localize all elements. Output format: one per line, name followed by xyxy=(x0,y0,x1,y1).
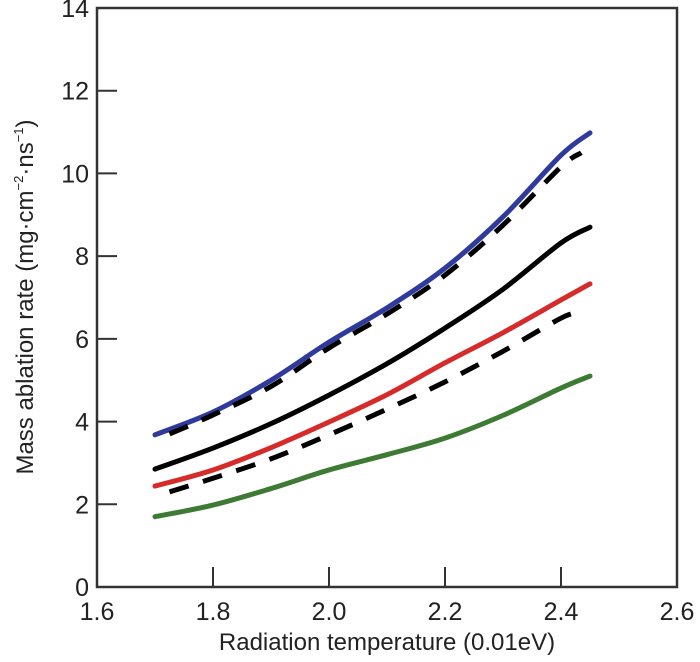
y-tick-label: 6 xyxy=(75,326,89,354)
x-tick-label: 2.6 xyxy=(660,598,695,626)
y-tick-label: 10 xyxy=(61,160,89,188)
y-tick-label: 2 xyxy=(75,491,89,519)
y-axis-title: Mass ablation rate (mg·cm−2·ns−1) xyxy=(11,119,39,474)
x-tick-label: 2.4 xyxy=(544,598,579,626)
y-tick-label: 4 xyxy=(75,409,89,437)
x-axis-title: Radiation temperature (0.01eV) xyxy=(219,629,555,656)
y-axis: 0 2 4 6 8 10 12 14 xyxy=(61,0,117,602)
series-line-red-solid xyxy=(152,281,593,489)
plot-frame xyxy=(95,6,679,589)
y-axis-title-exp1: −2 xyxy=(11,176,26,191)
y-tick-label: 12 xyxy=(61,78,89,106)
y-tick-label: 14 xyxy=(61,0,89,23)
series-line-green-solid xyxy=(152,373,593,520)
y-axis-title-end: ) xyxy=(12,119,39,127)
x-tick-label: 1.6 xyxy=(80,598,115,626)
y-axis-title-mid: ·ns xyxy=(12,142,39,175)
x-tick-label: 2.0 xyxy=(312,598,347,626)
series-line-black-solid xyxy=(152,224,593,472)
y-axis-title-exp2: −1 xyxy=(11,127,26,142)
y-axis-title-main: Mass ablation rate (mg·cm xyxy=(12,190,39,474)
series-line-blue-solid xyxy=(152,130,593,438)
series-layer xyxy=(152,130,593,520)
y-tick-label: 8 xyxy=(75,243,89,271)
x-tick-label: 2.2 xyxy=(428,598,463,626)
x-axis: 1.6 1.8 2.0 2.2 2.4 2.6 xyxy=(80,567,695,626)
series-line-black-dashed-upper xyxy=(168,150,583,437)
y-tick-label: 0 xyxy=(75,574,89,602)
x-tick-label: 1.8 xyxy=(196,598,231,626)
